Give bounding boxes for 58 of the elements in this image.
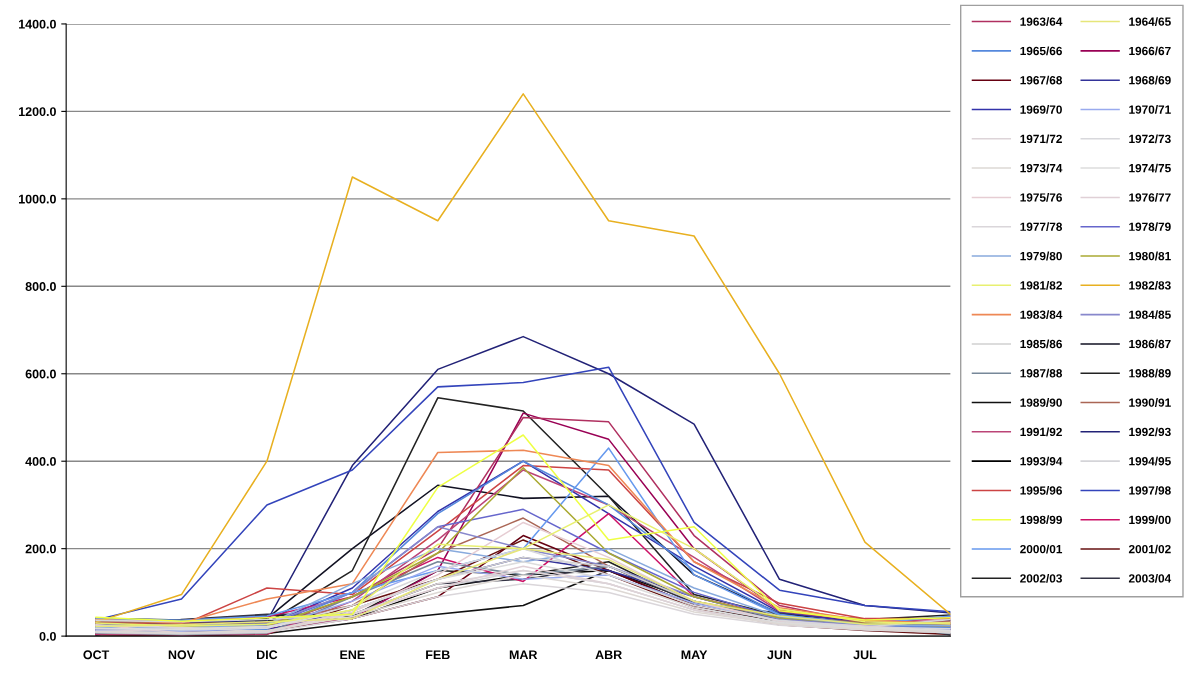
legend-label: 1995/96 [1020, 486, 1062, 495]
legend-label: 1979/80 [1020, 251, 1062, 261]
legend-label: 1968/69 [1129, 75, 1171, 85]
legend-label: 1997/98 [1129, 486, 1171, 495]
y-tick-label: 600.0 [25, 369, 56, 379]
legend-label: 2001/02 [1128, 544, 1171, 554]
x-tick-label: DIC [257, 650, 278, 660]
legend-label: 2002/03 [1020, 573, 1062, 583]
legend-label: 1998/99 [1020, 515, 1062, 525]
legend-label: 1967/68 [1020, 75, 1063, 85]
legend-label: 1982/83 [1129, 280, 1171, 290]
x-tick-label: OCT [83, 650, 110, 660]
y-tick-label: 1200.0 [19, 107, 56, 117]
legend-label: 1969/70 [1020, 105, 1062, 114]
legend-label: 1987/88 [1020, 368, 1063, 378]
legend-label: 1963/64 [1020, 17, 1063, 26]
x-tick-label: ENE [340, 650, 365, 660]
legend-label: 1992/93 [1129, 427, 1171, 437]
legend-label: 2003/04 [1128, 573, 1172, 583]
y-tick-label: 800.0 [25, 282, 56, 291]
legend-label: 1990/91 [1129, 398, 1171, 407]
y-tick-label: 1400.0 [19, 19, 56, 29]
legend-label: 1984/85 [1129, 310, 1171, 319]
x-tick-label: MAR [509, 650, 538, 660]
legend-label: 2000/01 [1020, 544, 1063, 554]
legend-label: 1989/90 [1020, 398, 1062, 407]
legend-label: 1964/65 [1129, 17, 1171, 26]
legend-label: 1973/74 [1020, 163, 1063, 173]
legend-label: 1986/87 [1129, 339, 1171, 349]
legend-label: 1988/89 [1129, 368, 1171, 378]
x-tick-label: NOV [168, 650, 195, 660]
legend-label: 1977/78 [1020, 222, 1063, 232]
legend-label: 1975/76 [1020, 192, 1062, 202]
x-tick-label: JUL [853, 650, 877, 660]
legend-label: 1983/84 [1020, 310, 1063, 319]
x-tick-label: JUN [767, 650, 792, 660]
y-tick-label: 1000.0 [19, 194, 56, 204]
x-tick-label: MAY [681, 650, 708, 660]
legend-label: 1981/82 [1020, 280, 1062, 290]
legend-label: 1965/66 [1020, 46, 1062, 56]
legend-label: 1993/94 [1020, 456, 1063, 466]
legend-label: 1978/79 [1129, 222, 1171, 232]
legend-label: 1970/71 [1129, 105, 1171, 114]
legend-label: 1994/95 [1129, 456, 1171, 466]
y-tick-label: 200.0 [25, 544, 56, 554]
legend-label: 1966/67 [1129, 46, 1171, 56]
legend-label: 1991/92 [1020, 427, 1062, 437]
legend-label: 1980/81 [1129, 251, 1171, 261]
legend-label: 1976/77 [1129, 192, 1171, 202]
x-tick-label: ABR [595, 650, 622, 660]
legend-label: 1972/73 [1129, 134, 1171, 144]
legend-label: 1971/72 [1020, 134, 1062, 144]
legend-label: 1985/86 [1020, 339, 1062, 349]
y-tick-label: 0.0 [39, 631, 56, 641]
x-tick-label: FEB [426, 650, 450, 660]
legend-label: 1974/75 [1129, 163, 1171, 173]
y-tick-label: 400.0 [25, 457, 56, 466]
legend-label: 1999/00 [1129, 515, 1171, 525]
